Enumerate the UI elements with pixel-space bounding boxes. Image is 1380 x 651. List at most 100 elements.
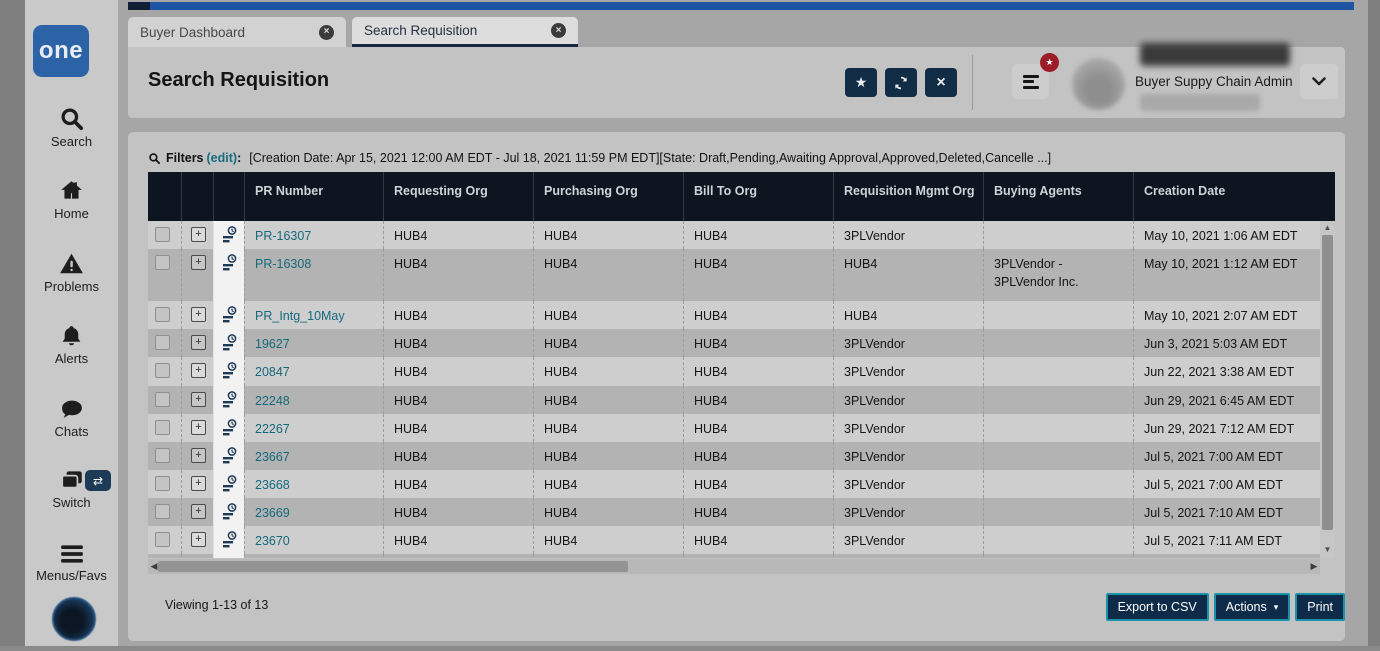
row-checkbox[interactable] — [155, 227, 170, 242]
row-checkbox[interactable] — [155, 255, 170, 271]
column-header-bill-to-org[interactable]: Bill To Org — [683, 172, 833, 221]
user-avatar-small[interactable] — [52, 597, 96, 641]
user-menu-button[interactable] — [1300, 64, 1338, 99]
column-header-creation-date[interactable]: Creation Date — [1133, 172, 1320, 221]
history-icon[interactable] — [221, 253, 238, 272]
row-checkbox[interactable] — [155, 363, 170, 379]
top-accent-bar — [128, 2, 1354, 10]
history-icon[interactable] — [221, 502, 238, 521]
column-header-requisition-mgmt-org[interactable]: Requisition Mgmt Org — [833, 172, 983, 221]
sidebar-item-home[interactable]: Home — [25, 176, 118, 221]
requisition-mgmt-org-cell: 3PLVendor — [833, 357, 983, 386]
history-icon[interactable] — [221, 446, 238, 465]
scroll-right-icon[interactable]: ▶ — [1310, 561, 1318, 571]
requesting-org-cell: HUB4 — [383, 498, 533, 527]
sidebar-item-switch[interactable]: Switch — [25, 465, 118, 510]
pr-number-link[interactable]: 23667 — [255, 449, 290, 464]
row-checkbox[interactable] — [155, 391, 170, 407]
sidebar-item-search[interactable]: Search — [25, 104, 118, 149]
pr-number-link[interactable]: 23669 — [255, 506, 290, 520]
vertical-scroll-thumb[interactable] — [1322, 235, 1333, 530]
column-header-requesting-org[interactable]: Requesting Org — [383, 172, 533, 221]
page-header: Search Requisition ★ × ★ Buyer Suppy Cha… — [128, 43, 1345, 118]
row-checkbox[interactable] — [155, 307, 170, 323]
pr-number-link[interactable]: 22248 — [255, 393, 290, 408]
expand-row-icon[interactable]: + — [191, 363, 206, 379]
pr-number-link[interactable]: 19627 — [255, 337, 290, 352]
history-icon[interactable] — [221, 305, 238, 324]
creation-date-cell: Jul 5, 2021 7:00 AM EDT — [1133, 441, 1320, 470]
expand-row-icon[interactable]: + — [191, 335, 206, 351]
column-header-buying-agents[interactable]: Buying Agents — [983, 172, 1133, 221]
star-icon: ★ — [854, 74, 868, 90]
expand-row-icon[interactable]: + — [191, 419, 206, 435]
swap-arrows-icon[interactable]: ⇄ — [85, 470, 111, 491]
creation-date-cell: Jul 5, 2021 7:00 AM EDT — [1133, 469, 1320, 498]
pr-number-link[interactable]: PR-16308 — [255, 257, 312, 272]
creation-date-cell: May 10, 2021 2:07 AM EDT — [1133, 301, 1320, 330]
row-checkbox[interactable] — [155, 335, 170, 351]
column-header-purchasing-org[interactable]: Purchasing Org — [533, 172, 683, 221]
sidebar-item-menus-favs[interactable]: Menus/Favs — [25, 538, 118, 583]
bill-to-org-cell: HUB4 — [683, 413, 833, 442]
badge-star-icon: ★ — [1045, 57, 1054, 67]
print-button[interactable]: Print — [1295, 593, 1345, 621]
favorite-button[interactable]: ★ — [845, 68, 877, 97]
history-icon[interactable] — [221, 530, 238, 549]
filters-edit-link[interactable]: (edit) — [206, 151, 238, 165]
history-icon[interactable] — [221, 418, 238, 437]
scroll-down-icon[interactable]: ▼ — [1323, 545, 1332, 554]
expand-row-icon[interactable]: + — [191, 532, 206, 548]
vertical-scrollbar[interactable]: ▲ ▼ — [1320, 221, 1335, 558]
one-logo[interactable]: one — [33, 25, 89, 77]
home-icon — [25, 176, 118, 204]
horizontal-scroll-thumb[interactable] — [158, 561, 628, 572]
purchasing-org-cell: HUB4 — [533, 301, 683, 330]
expand-row-icon[interactable]: + — [191, 307, 206, 323]
creation-date-cell: Jun 22, 2021 3:38 AM EDT — [1133, 357, 1320, 386]
row-checkbox[interactable] — [155, 447, 170, 463]
table-row: + PR_Intg_10May HUB4 HUB4 HUB4 HUB4 May … — [148, 301, 1335, 330]
expand-row-icon[interactable]: + — [191, 447, 206, 463]
pr-number-link[interactable]: 23668 — [255, 477, 290, 492]
refresh-button[interactable] — [885, 68, 917, 97]
horizontal-scrollbar[interactable]: ◀ ▶ — [148, 559, 1320, 574]
sidebar-item-alerts[interactable]: Alerts — [25, 321, 118, 366]
expand-row-icon[interactable]: + — [191, 391, 206, 407]
actions-button[interactable]: Actions ▾ — [1213, 593, 1291, 621]
sidebar-item-problems[interactable]: Problems — [25, 249, 118, 294]
row-checkbox[interactable] — [155, 475, 170, 491]
expand-row-icon[interactable]: + — [191, 227, 206, 242]
scroll-left-icon[interactable]: ◀ — [150, 561, 158, 571]
history-icon[interactable] — [221, 474, 238, 493]
creation-date-cell — [1133, 554, 1320, 558]
close-page-button[interactable]: × — [925, 68, 957, 97]
tab-search-requisition[interactable]: Search Requisition × — [352, 17, 578, 47]
column-header-pr-number[interactable]: PR Number — [244, 172, 383, 221]
export-to-csv-button[interactable]: Export to CSV — [1105, 593, 1209, 621]
pr-number-link[interactable]: 20847 — [255, 365, 290, 380]
history-icon[interactable] — [221, 225, 238, 244]
requesting-org-cell: HUB4 — [383, 441, 533, 470]
row-checkbox[interactable] — [155, 504, 170, 519]
sidebar-item-chats[interactable]: Chats — [25, 394, 118, 439]
history-icon[interactable] — [221, 361, 238, 380]
user-avatar[interactable] — [1072, 58, 1125, 110]
header-divider — [972, 55, 973, 110]
history-icon[interactable] — [221, 333, 238, 352]
pr-number-link[interactable]: PR-16307 — [255, 229, 312, 243]
pr-number-link[interactable]: 23670 — [255, 534, 290, 549]
row-checkbox[interactable] — [155, 532, 170, 548]
expand-row-icon[interactable]: + — [191, 504, 206, 519]
scroll-up-icon[interactable]: ▲ — [1323, 223, 1332, 232]
pr-number-link[interactable]: PR_Intg_10May — [255, 309, 345, 324]
pr-number-link[interactable]: 22267 — [255, 421, 290, 436]
row-checkbox[interactable] — [155, 419, 170, 435]
close-tab-icon[interactable]: × — [319, 24, 334, 40]
hamburger-icon — [25, 538, 118, 566]
expand-row-icon[interactable]: + — [191, 475, 206, 491]
expand-row-icon[interactable]: + — [191, 255, 206, 271]
history-icon[interactable] — [221, 390, 238, 409]
tab-buyer-dashboard[interactable]: Buyer Dashboard × — [128, 17, 346, 47]
close-tab-icon[interactable]: × — [551, 23, 566, 38]
